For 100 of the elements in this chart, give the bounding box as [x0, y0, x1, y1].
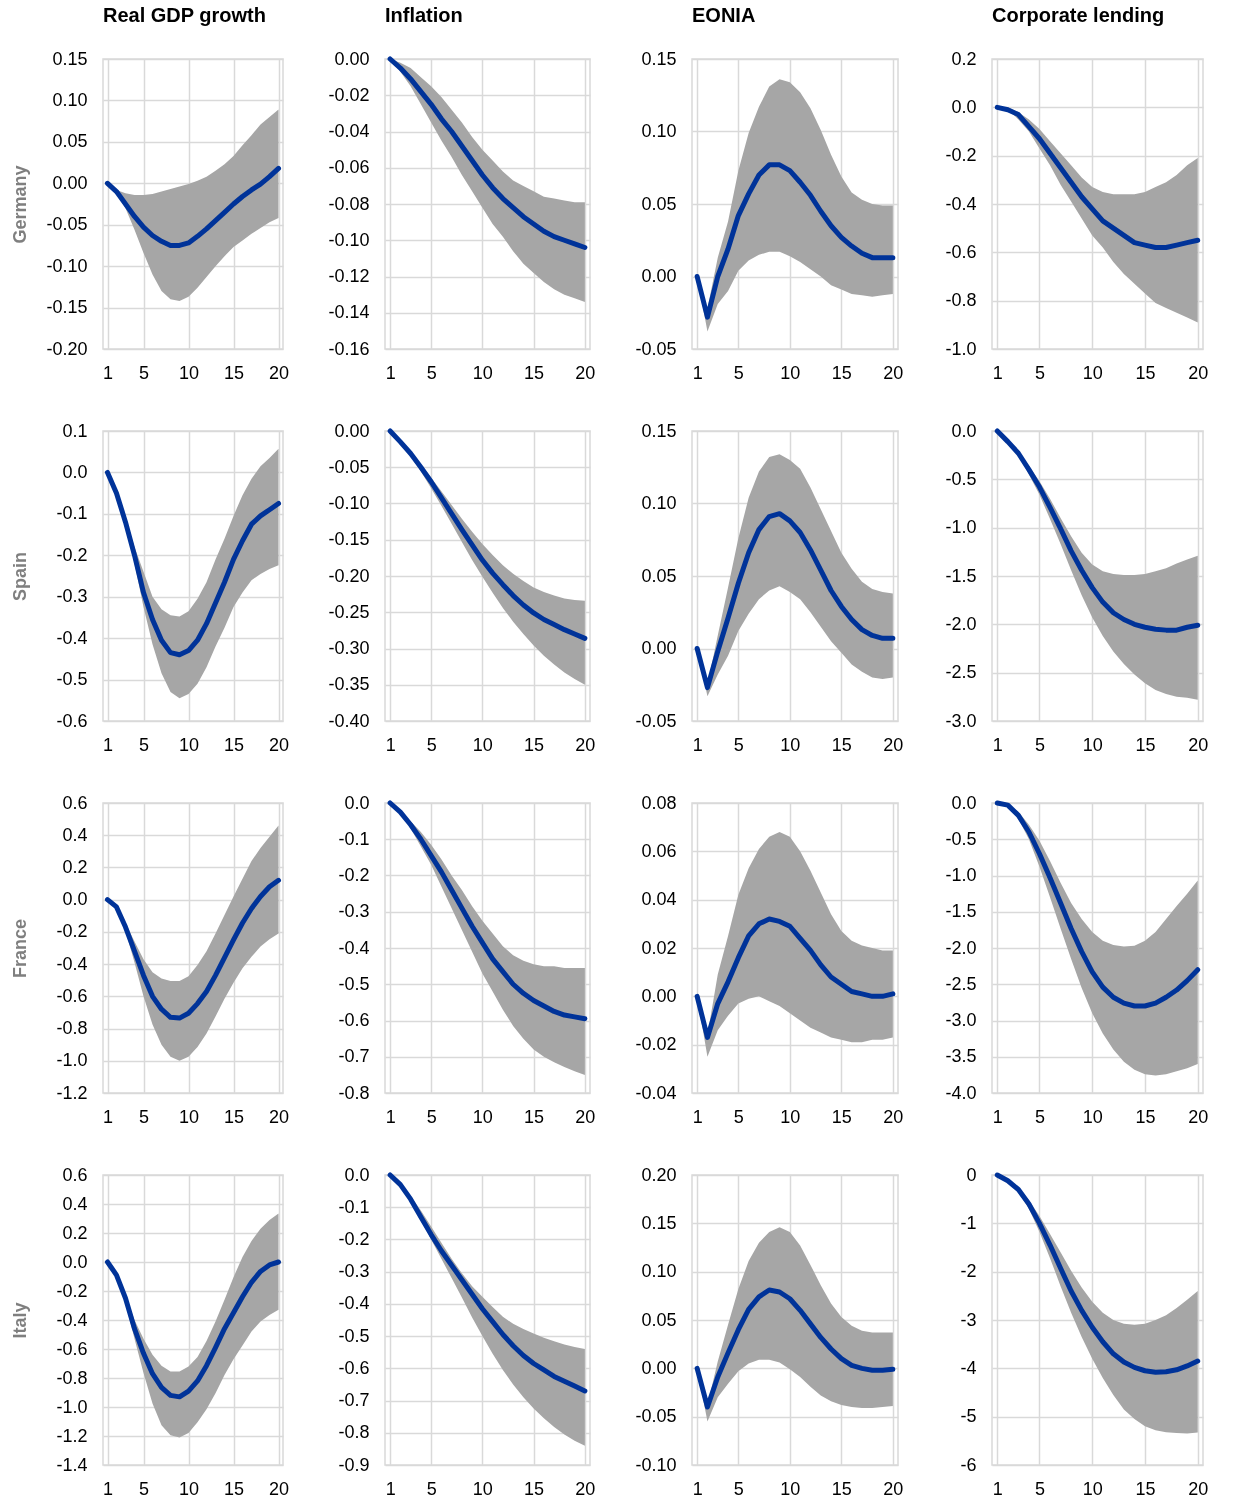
x-tick-label: 1 [692, 1478, 703, 1499]
x-tick-label: 20 [575, 1106, 596, 1127]
y-tick-label: 0.00 [52, 172, 88, 193]
y-tick-label: -0.5 [56, 669, 88, 690]
x-tick-label: 10 [178, 362, 200, 383]
y-tick-label: -0.6 [56, 985, 88, 1006]
x-tick-label: 20 [1188, 734, 1209, 755]
y-tick-label: 0.05 [641, 1309, 677, 1330]
y-tick-label: 0.2 [62, 1222, 88, 1243]
y-tick-label: 0.4 [62, 824, 88, 845]
chart-title: Inflation [385, 4, 463, 26]
y-tick-label: -0.10 [328, 229, 370, 250]
x-tick-label: 1 [992, 1106, 1003, 1127]
y-tick-label: -0.8 [56, 1367, 88, 1388]
y-tick-label: 0.05 [641, 565, 677, 586]
y-axis-title: Spain [9, 551, 30, 602]
y-tick-label: -0.10 [46, 255, 88, 276]
x-tick-label: 5 [426, 362, 437, 383]
y-tick-label: 0.0 [344, 1164, 370, 1185]
y-tick-label: 0.0 [344, 792, 370, 813]
y-tick-label: -0.7 [338, 1390, 370, 1411]
y-tick-label: -4 [960, 1357, 977, 1378]
y-tick-label: -0.04 [328, 121, 370, 141]
y-tick-label: -5 [960, 1406, 977, 1427]
y-tick-label: 0.00 [641, 985, 677, 1006]
y-tick-label: -0.05 [328, 456, 370, 477]
y-tick-label: -0.05 [46, 214, 88, 235]
x-tick-label: 15 [223, 734, 245, 755]
y-tick-label: -0.4 [338, 937, 370, 958]
x-tick-label: 5 [733, 362, 744, 383]
y-tick-label: -0.8 [945, 290, 977, 311]
y-tick-label: 0.08 [641, 792, 677, 813]
y-tick-label: -1.5 [945, 901, 977, 922]
y-tick-label: -0.05 [635, 1406, 677, 1427]
y-tick-label: -0.25 [328, 601, 370, 622]
x-tick-label: 1 [992, 362, 1003, 383]
x-tick-label: 15 [1135, 734, 1156, 755]
y-tick-label: -0.5 [945, 468, 977, 489]
x-tick-label: 1 [692, 734, 703, 755]
y-tick-label: 0.4 [62, 1193, 88, 1214]
y-tick-label: 0.15 [641, 1212, 677, 1233]
y-tick-label: -0.9 [338, 1454, 370, 1475]
y-tick-label: -0.40 [328, 710, 370, 731]
x-tick-label: 10 [472, 362, 493, 383]
y-tick-label: 0.15 [641, 420, 677, 441]
y-tick-label: 0.02 [641, 937, 677, 958]
y-tick-label: -2.0 [945, 937, 977, 958]
y-tick-label: -1.0 [945, 517, 977, 538]
y-tick-label: -0.06 [328, 157, 370, 178]
y-tick-label: -0.04 [635, 1082, 677, 1103]
x-tick-label: 20 [883, 362, 904, 383]
y-tick-label: 0.00 [641, 638, 677, 658]
x-tick-label: 10 [178, 1106, 200, 1127]
y-tick-label: -0.20 [328, 565, 370, 586]
y-tick-label: -0.8 [338, 1082, 370, 1103]
y-tick-label: 0.00 [334, 420, 370, 441]
y-tick-label: -1.0 [56, 1050, 88, 1071]
x-tick-label: 15 [524, 734, 545, 755]
y-tick-label: 0.0 [62, 461, 88, 482]
x-tick-label: 20 [268, 362, 290, 383]
x-tick-label: 1 [102, 734, 114, 755]
y-tick-label: -0.4 [56, 1309, 88, 1330]
y-tick-label: -0.6 [945, 241, 977, 262]
y-tick-label: -6 [960, 1454, 977, 1475]
y-tick-label: -0.35 [328, 674, 370, 695]
x-tick-label: 1 [385, 1106, 396, 1127]
x-tick-label: 5 [138, 1106, 150, 1127]
y-tick-label: 0.6 [62, 792, 88, 813]
y-tick-label: 0.05 [641, 193, 677, 214]
x-tick-label: 15 [524, 1478, 545, 1499]
y-tick-label: -0.05 [635, 338, 677, 359]
y-tick-label: -1.4 [56, 1454, 88, 1475]
x-tick-label: 10 [472, 1106, 493, 1127]
x-tick-label: 20 [883, 734, 904, 755]
x-tick-label: 5 [733, 1106, 744, 1127]
x-tick-label: 5 [1034, 1106, 1045, 1127]
y-tick-label: -0.3 [56, 586, 88, 607]
y-tick-label: -0.05 [635, 710, 677, 731]
y-tick-label: 0.10 [641, 1261, 677, 1282]
y-tick-label: -0.6 [56, 1338, 88, 1359]
x-tick-label: 5 [426, 734, 437, 755]
y-tick-label: 0.0 [62, 1251, 88, 1272]
x-tick-label: 20 [1188, 1106, 1209, 1127]
y-tick-label: -0.20 [46, 338, 88, 359]
y-tick-label: -1.2 [56, 1425, 88, 1446]
y-tick-label: -1.0 [56, 1396, 88, 1417]
x-tick-label: 5 [426, 1106, 437, 1127]
y-tick-label: -0.2 [56, 544, 88, 565]
x-tick-label: 1 [992, 1478, 1003, 1499]
y-tick-label: 0.10 [641, 121, 677, 141]
y-tick-label: -0.10 [635, 1454, 677, 1475]
x-tick-label: 1 [692, 1106, 703, 1127]
y-tick-label: -0.2 [945, 145, 977, 166]
x-tick-label: 10 [780, 1106, 801, 1127]
x-tick-label: 10 [1082, 734, 1103, 755]
x-tick-label: 15 [524, 1106, 545, 1127]
y-tick-label: -2 [960, 1261, 977, 1282]
x-tick-label: 10 [1082, 362, 1103, 383]
y-tick-label: -0.1 [56, 503, 88, 524]
y-axis-title: Italy [9, 1302, 30, 1339]
